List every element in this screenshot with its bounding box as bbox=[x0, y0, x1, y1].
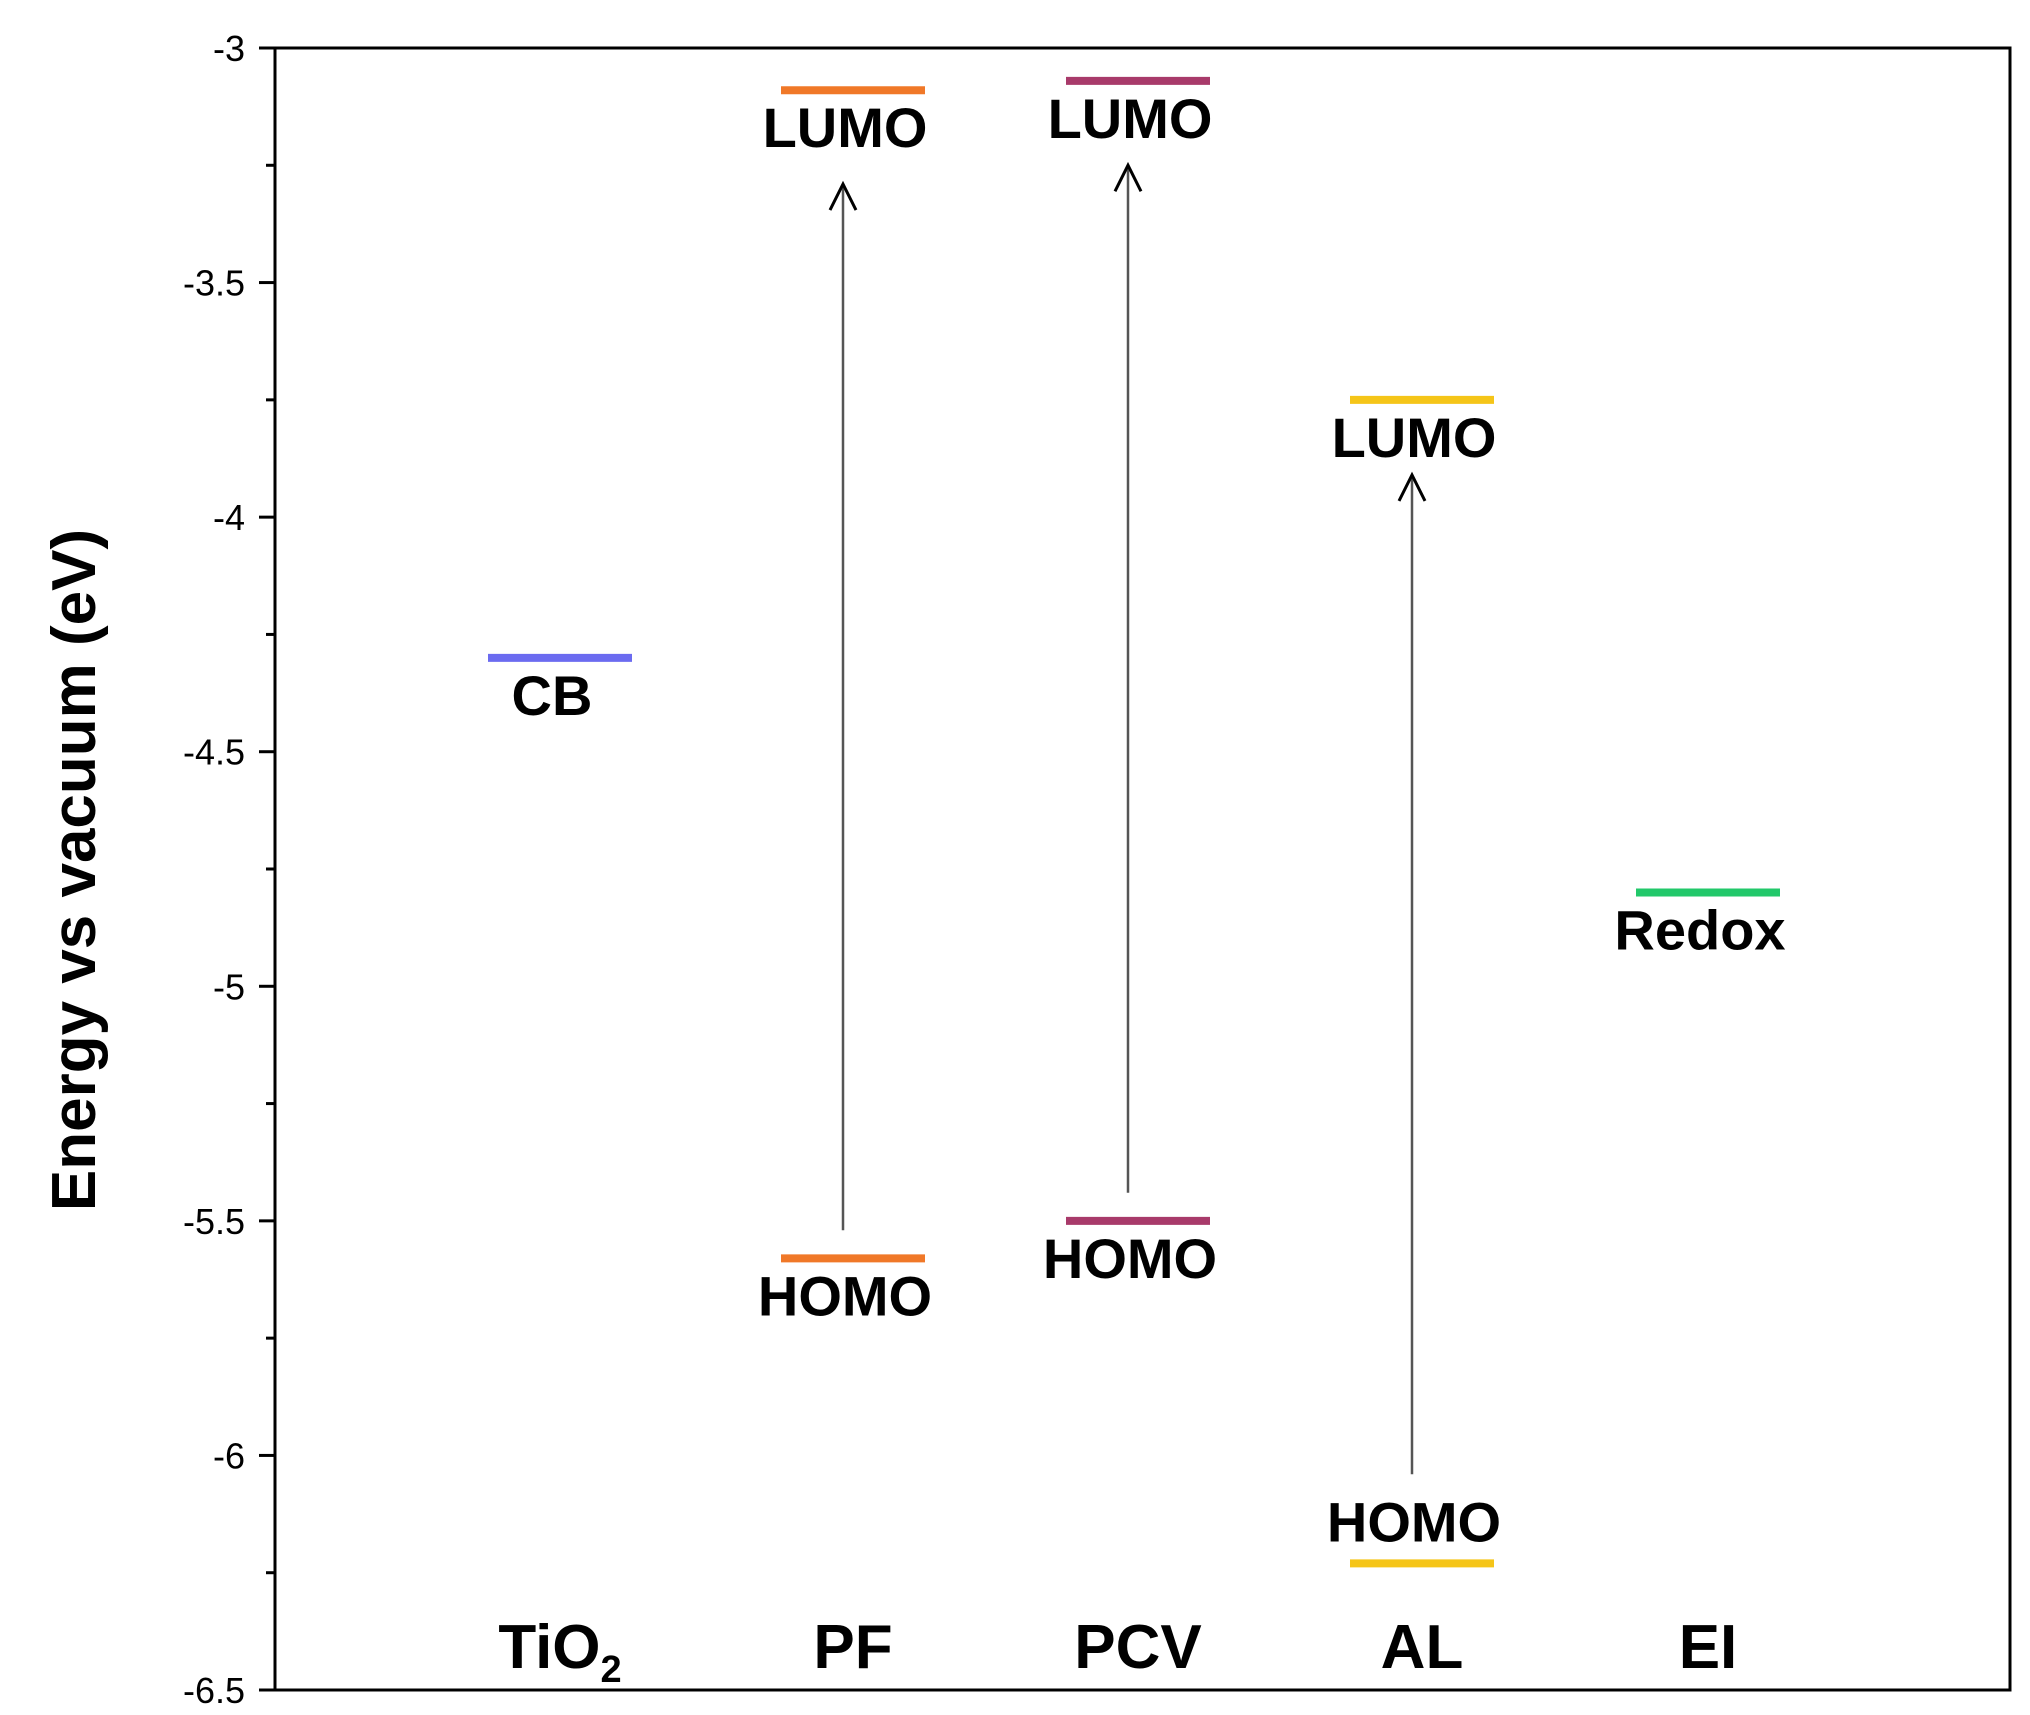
category-label-text: TiO bbox=[498, 1613, 600, 1682]
category-label-subscript: 2 bbox=[601, 1649, 622, 1691]
category-label: EI bbox=[1679, 1613, 1738, 1682]
plot-frame bbox=[275, 48, 2010, 1690]
category-label-text: PCV bbox=[1074, 1613, 1201, 1682]
energy-level-label: HOMO bbox=[1327, 1490, 1501, 1553]
y-tick-label: -3.5 bbox=[183, 263, 245, 304]
category-label-text: AL bbox=[1381, 1613, 1464, 1682]
y-axis-ticks: -3 -3.5 -4 -4.5 -5 -5.5 -6 -6.5 bbox=[183, 28, 275, 1711]
y-tick-label: -4.5 bbox=[183, 732, 245, 773]
energy-level-label: LUMO bbox=[763, 96, 928, 159]
y-tick-label: -5.5 bbox=[183, 1201, 245, 1242]
energy-level-label: Redox bbox=[1614, 898, 1785, 961]
y-axis-label: Energy vs vacuum (eV) bbox=[40, 529, 109, 1211]
y-tick-label: -6.5 bbox=[183, 1670, 245, 1711]
category-label: PCV bbox=[1074, 1613, 1201, 1682]
category-label: PF bbox=[813, 1613, 892, 1682]
energy-level-label: HOMO bbox=[758, 1264, 932, 1327]
category-label: TiO2 bbox=[498, 1613, 621, 1691]
y-tick-label: -4 bbox=[213, 497, 245, 538]
category-label-text: EI bbox=[1679, 1613, 1738, 1682]
energy-level-label: HOMO bbox=[1043, 1227, 1217, 1290]
energy-level-label: CB bbox=[512, 664, 593, 727]
y-tick-label: -5 bbox=[213, 966, 245, 1007]
category-labels: TiO2 PF PCV AL EI bbox=[498, 1613, 1737, 1691]
y-tick-label: -6 bbox=[213, 1435, 245, 1476]
energy-levels: CB LUMO HOMO LUMO HOMO LUMO HOMO Redox bbox=[488, 81, 1786, 1563]
category-label-text: PF bbox=[813, 1613, 892, 1682]
y-tick-label: -3 bbox=[213, 28, 245, 69]
energy-level-label: LUMO bbox=[1048, 87, 1213, 150]
energy-level-label: LUMO bbox=[1332, 406, 1497, 469]
category-label: AL bbox=[1381, 1613, 1464, 1682]
